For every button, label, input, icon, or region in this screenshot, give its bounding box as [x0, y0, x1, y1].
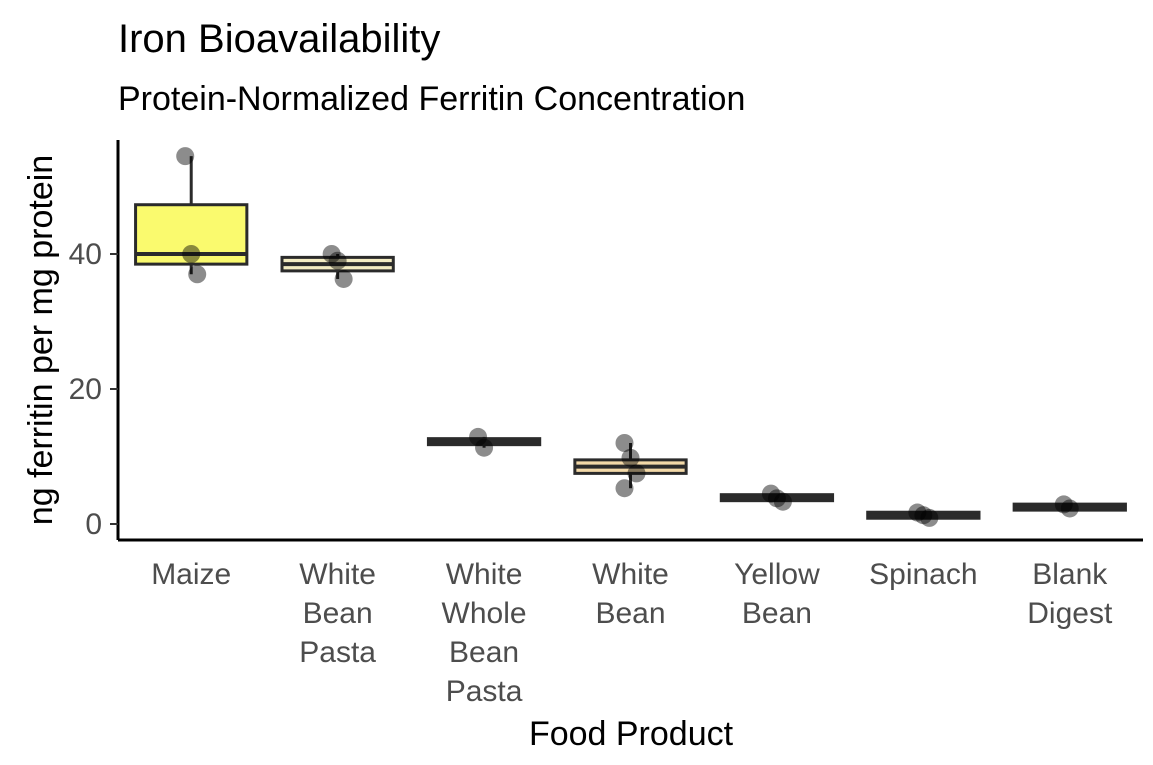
- data-point: [914, 506, 933, 525]
- y-ticks: 0 20 40: [69, 238, 118, 541]
- data-point: [773, 492, 792, 511]
- boxplot-4: [719, 484, 835, 511]
- x-category-label: Digest: [1027, 597, 1113, 630]
- data-point: [908, 503, 927, 522]
- data-point: [176, 147, 195, 166]
- boxplot-0: [134, 147, 249, 284]
- x-category-label: White: [446, 558, 523, 591]
- data-point: [475, 438, 494, 457]
- data-point: [328, 251, 347, 270]
- data-point: [621, 448, 640, 467]
- x-category-label: Blank: [1032, 558, 1108, 591]
- data-point: [615, 434, 634, 452]
- data-point: [761, 484, 780, 503]
- data-point: [1054, 495, 1073, 514]
- x-axis-title: Food Product: [529, 715, 734, 753]
- data-point: [188, 265, 207, 284]
- boxplot-3: [573, 434, 688, 498]
- x-category-label: Bean: [742, 597, 812, 630]
- boxplot-5: [866, 503, 981, 527]
- boxplots: [134, 147, 1127, 527]
- chart-subtitle: Protein-Normalized Ferritin Concentratio…: [118, 80, 745, 118]
- y-tick-label: 0: [85, 508, 102, 541]
- data-point: [615, 479, 634, 498]
- x-category-label: Maize: [151, 558, 231, 591]
- y-tick-label: 40: [69, 238, 102, 271]
- x-category-label: Bean: [303, 597, 373, 630]
- x-category-label: White: [299, 558, 376, 591]
- data-point: [920, 508, 939, 527]
- y-tick-label: 20: [69, 373, 102, 406]
- x-category-label: Spinach: [869, 558, 977, 591]
- data-point: [767, 489, 786, 508]
- data-point: [627, 464, 646, 483]
- chart-title: Iron Bioavailability: [118, 17, 440, 61]
- boxplot-6: [1012, 495, 1127, 518]
- boxplot-1: [280, 245, 395, 288]
- y-axis-title: ng ferritin per mg protein: [22, 155, 60, 525]
- x-category-label: Whole: [442, 597, 527, 630]
- data-point: [182, 245, 201, 263]
- x-category-label: Pasta: [299, 636, 376, 669]
- data-point: [1060, 499, 1079, 518]
- data-point: [334, 269, 353, 288]
- x-category-label: Bean: [449, 636, 519, 669]
- x-category-labels: Maize White Bean Pasta White Whole Bean Pasta Wh…: [151, 558, 1113, 708]
- x-category-label: Yellow: [734, 558, 820, 591]
- x-category-label: Bean: [595, 597, 665, 630]
- data-point: [469, 427, 488, 446]
- boxplot-2: [426, 427, 542, 457]
- x-category-label: Pasta: [446, 675, 523, 708]
- x-category-label: White: [592, 558, 669, 591]
- data-point: [322, 245, 341, 263]
